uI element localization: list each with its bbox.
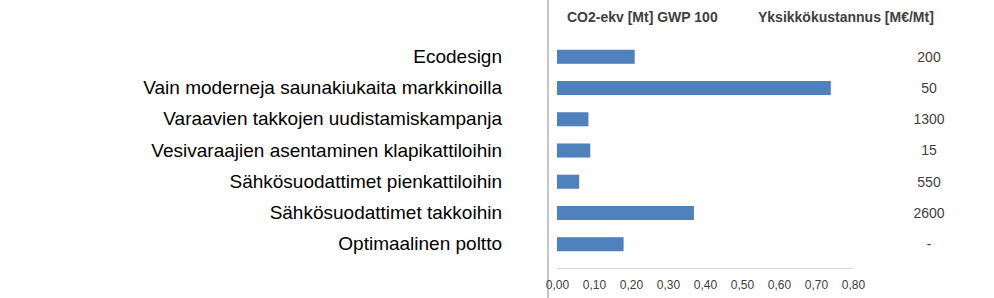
- unit-costs: 200 50 1300 15 550 2600 -: [913, 49, 944, 252]
- unit-cost: 15: [921, 142, 937, 158]
- x-tick: 0,60: [768, 268, 792, 292]
- category-label: Sähkösuodattimet pienkattiloihin: [229, 171, 502, 192]
- y-tick: Ecodesign: [413, 46, 548, 67]
- x-tick: 0,40: [694, 268, 718, 292]
- x-tick-label: 0,10: [583, 278, 607, 292]
- bar: [557, 81, 831, 95]
- title: CO2-ekv [Mt] GWP 100: [567, 9, 718, 25]
- category-label: Vain moderneja saunakiukaita markkinoill…: [143, 77, 502, 98]
- bar: [557, 50, 635, 64]
- y-tick: Sähkösuodattimet takkoihin: [270, 202, 548, 223]
- x-tick: 0,00: [546, 268, 570, 292]
- y-tick: Vesivaraajien asentaminen klapikattiloih…: [151, 140, 548, 161]
- unit-cost: 1300: [913, 111, 944, 127]
- x-tick-label: 0,00: [546, 278, 570, 292]
- y-axis: Ecodesign Vain moderneja saunakiukaita ma…: [143, 46, 548, 254]
- x-tick: 0,80: [842, 268, 866, 292]
- x-tick: 0,10: [583, 268, 607, 292]
- x-tick: 0,20: [620, 268, 644, 292]
- bars: [557, 50, 831, 252]
- category-label: Vesivaraajien asentaminen klapikattiloih…: [151, 140, 502, 161]
- bar: [557, 237, 624, 251]
- category-label: Varaavien takkojen uudistamiskampanja: [163, 108, 502, 129]
- y-tick: Optimaalinen poltto: [338, 233, 548, 254]
- bar: [557, 143, 590, 157]
- x-axis: 0,00 0,10 0,20 0,30 0,40 0,50 0,60 0,70 0,80: [546, 268, 866, 292]
- x-tick-label: 0,70: [805, 278, 829, 292]
- x-tick-label: 0,60: [768, 278, 792, 292]
- unit-cost: 200: [917, 49, 941, 65]
- bar: [557, 175, 579, 189]
- unit-cost: 550: [917, 174, 941, 190]
- category-label: Ecodesign: [413, 46, 502, 67]
- bar: [557, 206, 694, 220]
- x-tick-label: 0,80: [842, 278, 866, 292]
- y-tick: Varaavien takkojen uudistamiskampanja: [163, 108, 548, 129]
- bar: [557, 112, 588, 126]
- unit-cost: 2600: [913, 205, 944, 221]
- x-tick-label: 0,20: [620, 278, 644, 292]
- x-tick-label: 0,50: [731, 278, 755, 292]
- separator-line: [548, 0, 549, 298]
- x-tick: 0,50: [731, 268, 755, 292]
- x-tick-label: 0,30: [657, 278, 681, 292]
- category-label: Sähkösuodattimet takkoihin: [270, 202, 502, 223]
- unit-cost: -: [927, 236, 932, 252]
- chart: 0,00 0,10 0,20 0,30 0,40 0,50 0,60 0,70 0,80 Ecod…: [0, 0, 994, 298]
- x-tick: 0,70: [805, 268, 829, 292]
- unit-cost: 50: [921, 80, 937, 96]
- unit-cost-title: Yksikkökustannus [M€/Mt]: [758, 9, 934, 25]
- x-tick: 0,30: [657, 268, 681, 292]
- y-tick: Vain moderneja saunakiukaita markkinoill…: [143, 77, 548, 98]
- category-label: Optimaalinen poltto: [338, 233, 502, 254]
- y-tick: Sähkösuodattimet pienkattiloihin: [229, 171, 548, 192]
- x-tick-label: 0,40: [694, 278, 718, 292]
- x-axis-line: [558, 268, 854, 269]
